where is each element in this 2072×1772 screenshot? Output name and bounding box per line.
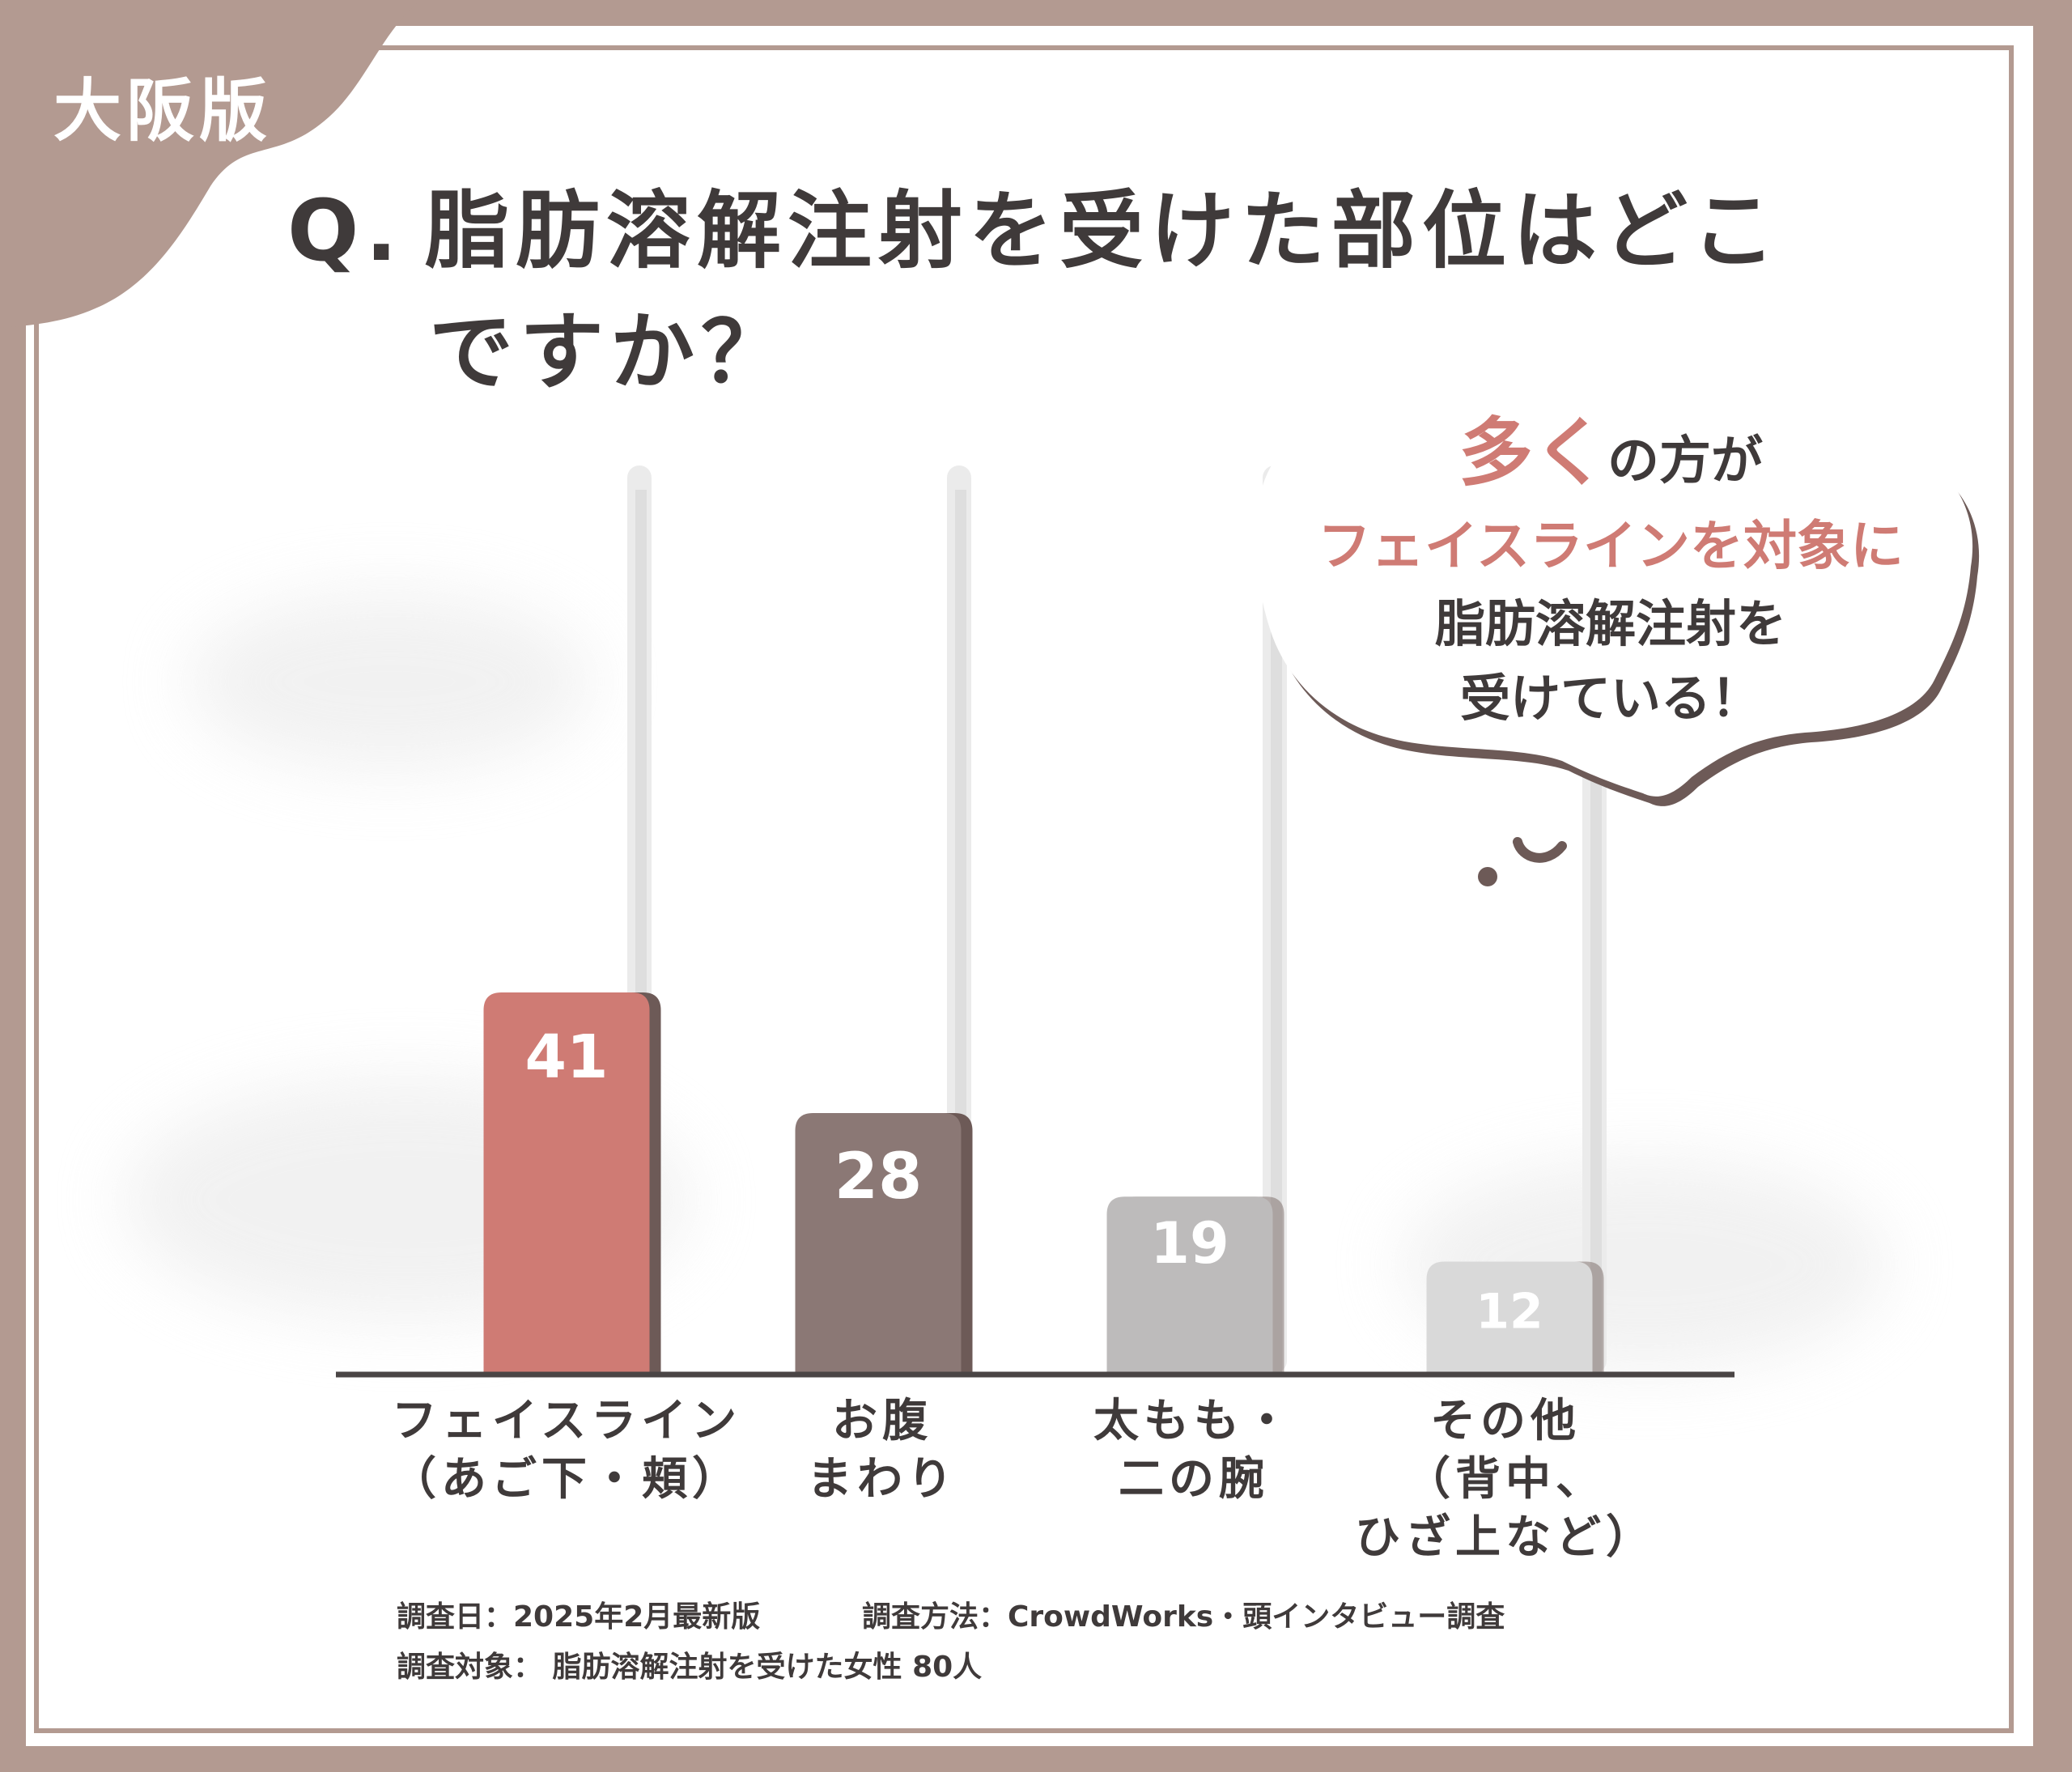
speech-bubble: [1255, 417, 1980, 886]
question-title: Q. 脂肪溶解注射を受けた部位はどこ ですか？: [287, 170, 1987, 413]
bar-value-label: 19: [1150, 1210, 1229, 1277]
category-label: フェイスライン （あご下・頬）: [391, 1395, 742, 1506]
region-badge: 大阪版: [53, 71, 273, 151]
category-label: その他 （背中、 ひざ上など）: [1355, 1395, 1656, 1564]
callout-line4: 受けている！: [1459, 669, 1761, 728]
question-prefix: Q.: [287, 181, 404, 280]
background-smudge: [188, 593, 592, 771]
survey-target: 調査対象： 脂肪溶解注射を受けた女性 80人: [397, 1651, 983, 1684]
callout-line1: 多くの方が: [1238, 409, 1983, 506]
bar: [1426, 1261, 1593, 1373]
question-line2: ですか？: [429, 303, 792, 402]
bar: [483, 992, 650, 1373]
callout-line3: 脂肪溶解注射を: [1434, 594, 1786, 653]
callout-text: 多くの方が フェイスラインを対象に 脂肪溶解注射を 受けている！: [1238, 409, 1983, 736]
category-label: 太もも・ 二の腕: [1093, 1395, 1294, 1506]
bar: [795, 1113, 962, 1373]
callout-line1-rest: の方が: [1607, 431, 1763, 491]
bar-value-label: 41: [525, 1022, 609, 1092]
bar-track: [1271, 490, 1282, 1373]
question-line1: 脂肪溶解注射を受けた部位はどこ: [425, 181, 1782, 280]
bar: [1106, 1196, 1273, 1373]
bar-value-label: 12: [1475, 1283, 1543, 1340]
category-label: お腹 まわり: [807, 1395, 957, 1506]
survey-method: 調査方法：CrowdWorks・頭インタビュー調査: [862, 1600, 1505, 1634]
card-border: [34, 45, 2014, 1733]
callout-line2: フェイスラインを対象に: [1317, 515, 1904, 577]
bar-value-label: 28: [834, 1141, 923, 1213]
survey-date: 調査日：2025年2月最新版: [397, 1600, 761, 1634]
callout-emphasis: 多く: [1458, 410, 1607, 496]
corner-badge-shape: [0, 0, 421, 328]
